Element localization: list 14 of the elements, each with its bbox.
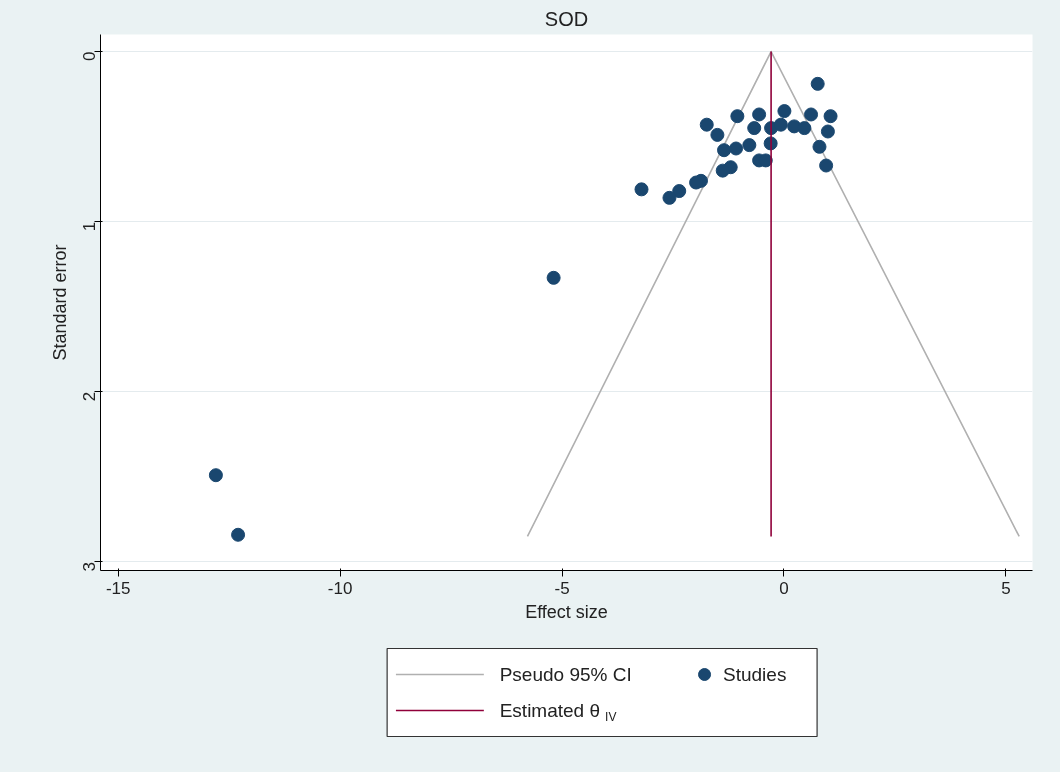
legend-label: Pseudo 95% CI	[499, 664, 632, 685]
x-tick-label: -10	[327, 578, 353, 598]
x-tick-label: -5	[554, 578, 570, 598]
x-tick-label: -15	[105, 578, 131, 598]
x-axis-title: Effect size	[525, 601, 608, 622]
y-tick-label: 1	[80, 221, 100, 232]
y-tick-label: 0	[80, 51, 100, 61]
y-tick-label: 2	[80, 391, 100, 402]
x-tick-label: 0	[779, 578, 789, 598]
y-tick-label: 3	[80, 561, 100, 572]
chart-title: SOD	[544, 7, 589, 30]
y-axis-title: Standard error	[49, 244, 70, 361]
legend-label: Studies	[723, 664, 787, 685]
x-tick-label: 5	[1001, 578, 1011, 598]
